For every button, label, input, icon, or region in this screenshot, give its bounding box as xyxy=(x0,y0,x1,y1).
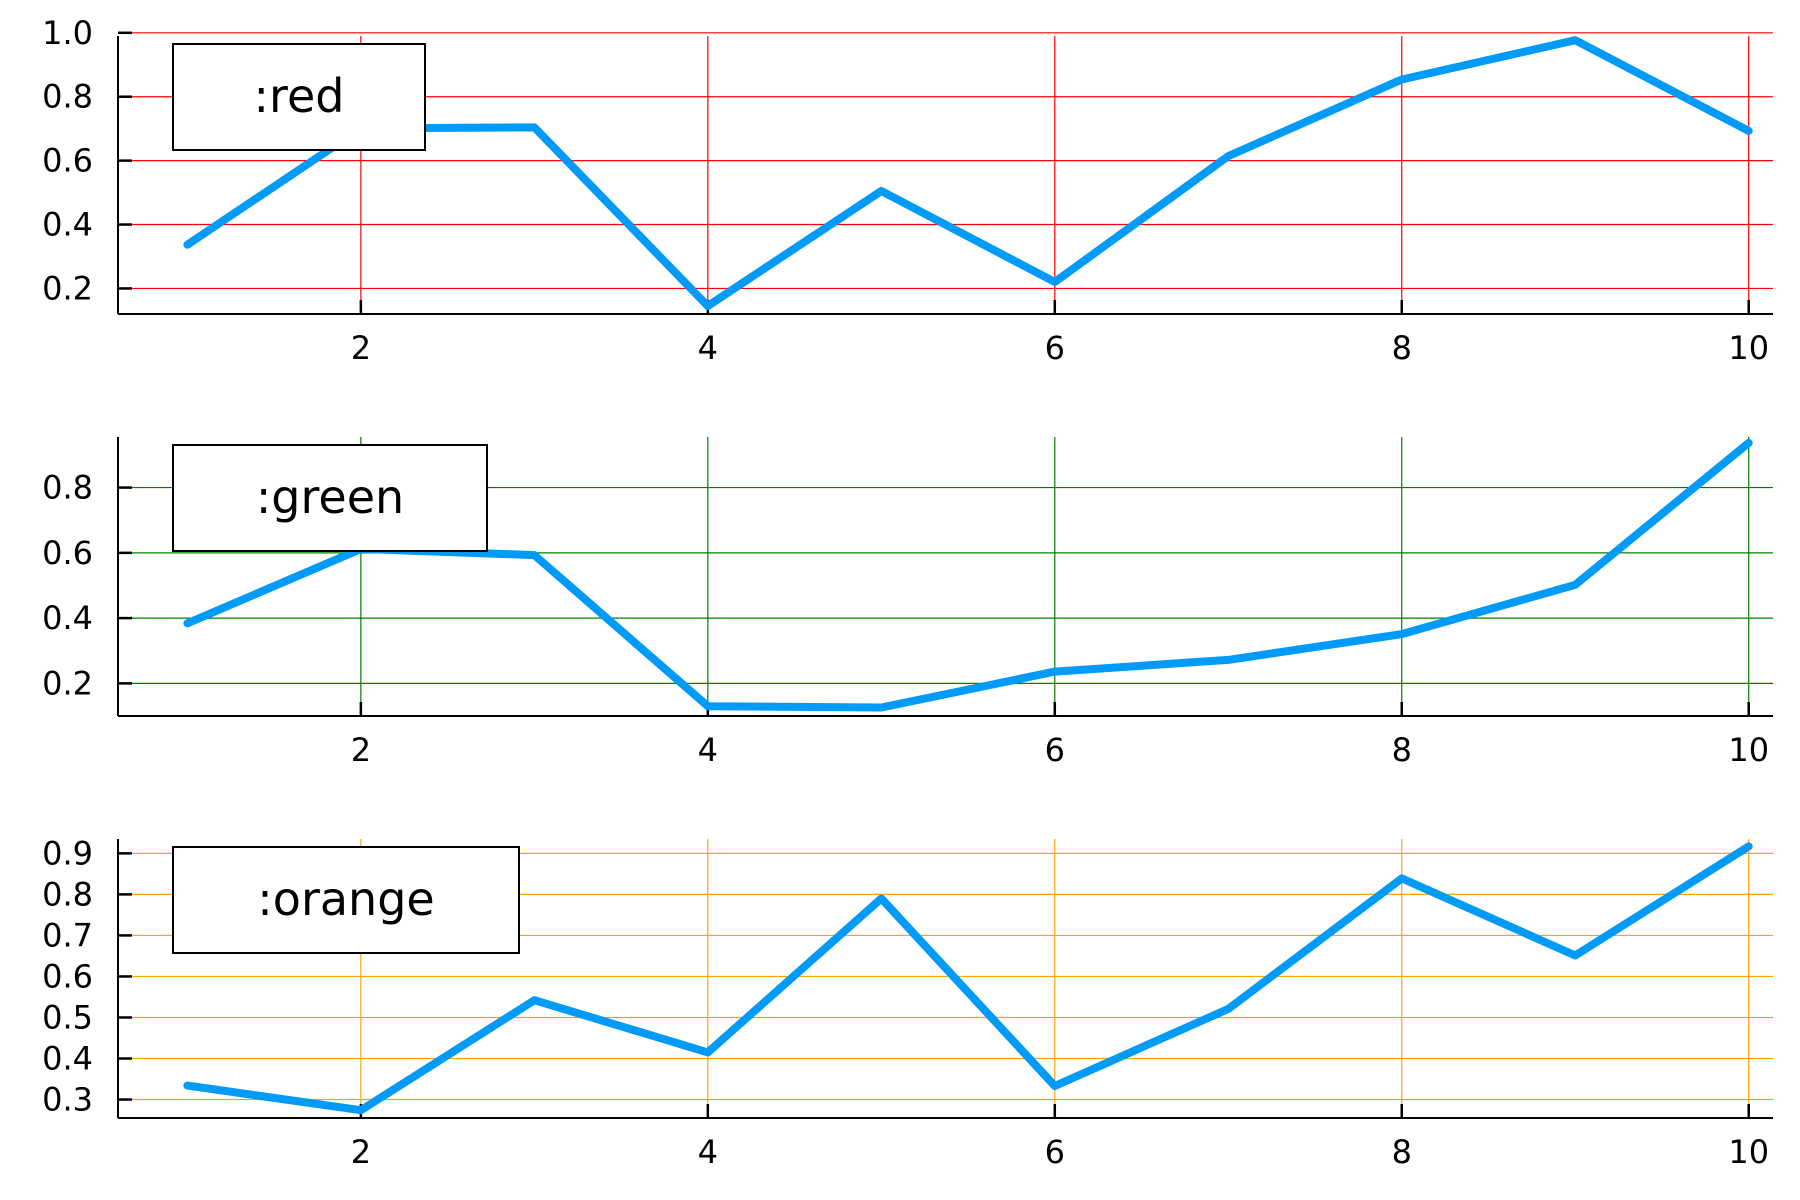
x-tick-label: 2 xyxy=(351,329,371,367)
series-line xyxy=(183,842,1753,1115)
y-tick-label: 0.4 xyxy=(42,599,93,637)
y-tick-label: 0.8 xyxy=(42,78,93,116)
data-point xyxy=(187,244,188,245)
legend-label: :green xyxy=(256,470,404,524)
data-point xyxy=(1575,955,1576,956)
data-point xyxy=(1401,878,1402,879)
x-tick-label: 10 xyxy=(1728,1133,1769,1171)
x-tick-label: 2 xyxy=(351,731,371,769)
data-point xyxy=(881,898,882,899)
data-point xyxy=(534,1000,535,1001)
data-point xyxy=(1401,79,1402,80)
subplot-3: 2 4 6 8 10 0.30.4 0.50.60.70.80.9 :orange xyxy=(42,834,1773,1171)
y-tick-label: 0.8 xyxy=(42,875,93,913)
y-tick-label: 0.7 xyxy=(42,916,93,954)
y-tick-label: 0.6 xyxy=(42,142,93,180)
data-point xyxy=(1054,1085,1055,1086)
data-point xyxy=(1748,846,1749,847)
data-point xyxy=(187,623,188,624)
x-tick-label: 4 xyxy=(698,1133,718,1171)
data-point xyxy=(1748,442,1749,443)
data-point xyxy=(1575,40,1576,41)
data-point xyxy=(881,707,882,708)
data-point xyxy=(1575,584,1576,585)
data-point xyxy=(707,1052,708,1053)
x-tick-label: 2 xyxy=(351,1133,371,1171)
y-tick-label: 0.4 xyxy=(42,206,93,244)
data-point xyxy=(1748,130,1749,131)
x-tick-label: 6 xyxy=(1045,329,1065,367)
x-tick-label: 4 xyxy=(698,329,718,367)
data-point xyxy=(534,127,535,128)
x-tick-label: 10 xyxy=(1728,731,1769,769)
legend-box xyxy=(172,43,426,151)
legend-label: :orange xyxy=(257,872,434,926)
subplot-2: 2 4 6 8 10 0.2 0.4 0.6 0.8 :green xyxy=(42,437,1773,769)
data-point xyxy=(1401,634,1402,635)
data-point xyxy=(534,555,535,556)
data-point xyxy=(1054,282,1055,283)
y-tick-label: 0.6 xyxy=(42,957,93,995)
y-tick-label: 0.5 xyxy=(42,998,93,1036)
series-line xyxy=(183,36,1753,310)
data-point xyxy=(1228,1008,1229,1009)
y-tick-label: 1.0 xyxy=(42,14,93,52)
y-tick-label: 0.9 xyxy=(42,834,93,872)
data-point xyxy=(707,306,708,307)
data-point xyxy=(881,190,882,191)
y-tick-label: 0.2 xyxy=(42,269,93,307)
y-tick-label: 0.8 xyxy=(42,469,93,507)
y-tick-label: 0.2 xyxy=(42,664,93,702)
x-tick-label: 6 xyxy=(1045,1133,1065,1171)
x-tick-label: 6 xyxy=(1045,731,1065,769)
data-point xyxy=(360,1110,361,1111)
y-tick-label: 0.6 xyxy=(42,534,93,572)
legend-label: :red xyxy=(254,69,345,123)
data-point xyxy=(1054,671,1055,672)
y-tick-label: 0.4 xyxy=(42,1040,93,1078)
data-point xyxy=(1228,156,1229,157)
x-tick-label: 8 xyxy=(1392,329,1412,367)
legend-box xyxy=(172,846,520,954)
x-tick-label: 4 xyxy=(698,731,718,769)
x-tick-label: 10 xyxy=(1728,329,1769,367)
y-tick-label: 0.3 xyxy=(42,1081,93,1119)
data-point xyxy=(187,1085,188,1086)
data-point xyxy=(707,706,708,707)
subplot-1: 2 4 6 8 10 0.2 0.4 0.6 0.8 1.0 :red xyxy=(42,14,1773,367)
legend-box xyxy=(172,444,488,552)
x-tick-label: 8 xyxy=(1392,1133,1412,1171)
x-tick-label: 8 xyxy=(1392,731,1412,769)
data-point xyxy=(1228,659,1229,660)
